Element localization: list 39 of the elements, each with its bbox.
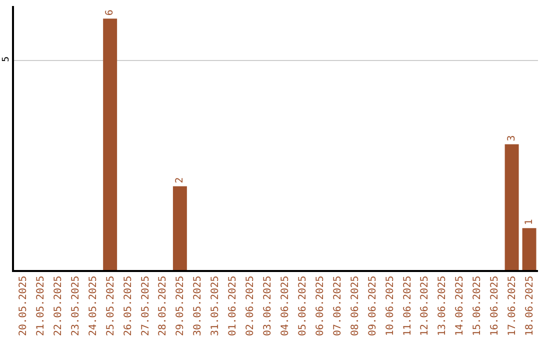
x-tick-label: 18.06.2025 xyxy=(524,276,536,336)
x-tick-label: 29.05.2025 xyxy=(175,276,186,336)
x-tick-label: 11.06.2025 xyxy=(402,276,414,336)
x-tick-label: 15.06.2025 xyxy=(472,276,484,336)
data-label: 1 xyxy=(524,219,535,226)
bar xyxy=(172,186,187,270)
x-tick-label: 30.05.2025 xyxy=(192,276,204,336)
x-tick-label: 06.06.2025 xyxy=(314,276,326,336)
y-tick-label: 5 xyxy=(2,56,12,62)
bar xyxy=(522,228,536,270)
x-tick-label: 31.05.2025 xyxy=(210,276,222,336)
x-tick-label: 08.06.2025 xyxy=(350,276,361,336)
x-tick-label: 04.06.2025 xyxy=(280,276,291,336)
bar xyxy=(103,18,118,270)
x-tick-label: 10.06.2025 xyxy=(384,276,396,336)
data-label: 6 xyxy=(104,10,116,16)
x-tick-label: 03.06.2025 xyxy=(262,276,274,336)
x-tick-label: 27.05.2025 xyxy=(140,276,152,336)
x-tick-label: 24.05.2025 xyxy=(88,276,99,336)
x-tick-label: 07.06.2025 xyxy=(332,276,344,336)
x-tick-label: 01.06.2025 xyxy=(228,276,239,336)
x-tick-label: 26.05.2025 xyxy=(122,276,134,336)
x-tick-label: 05.06.2025 xyxy=(297,276,308,336)
x-tick-label: 22.05.2025 xyxy=(52,276,64,336)
x-tick-label: 12.06.2025 xyxy=(420,276,431,336)
x-tick-label: 25.05.2025 xyxy=(105,276,116,336)
x-tick-label: 13.06.2025 xyxy=(437,276,448,336)
x-tick-label: 17.06.2025 xyxy=(507,276,518,336)
x-tick-label: 20.05.2025 xyxy=(18,276,29,336)
data-label: 2 xyxy=(174,177,186,184)
x-tick-label: 21.05.2025 xyxy=(35,276,46,336)
x-tick-label: 23.05.2025 xyxy=(70,276,82,336)
x-tick-label: 16.06.2025 xyxy=(490,276,501,336)
x-tick-label: 09.06.2025 xyxy=(367,276,378,336)
bar xyxy=(504,144,519,270)
x-tick-label: 14.06.2025 xyxy=(454,276,466,336)
x-tick-label: 28.05.2025 xyxy=(158,276,169,336)
x-tick-label: 02.06.2025 xyxy=(245,276,256,336)
data-label: 3 xyxy=(506,135,518,142)
